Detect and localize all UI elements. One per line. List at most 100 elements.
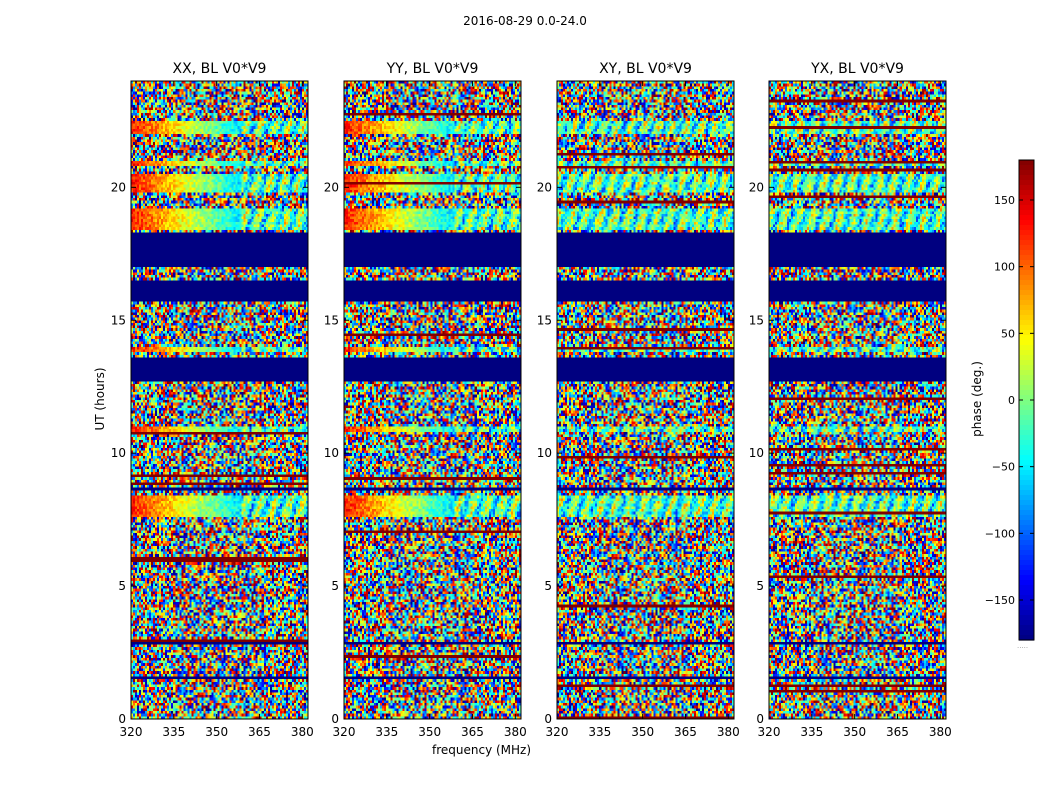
y-tick-label: 5: [118, 579, 126, 593]
colorbar-segment: [1019, 555, 1034, 561]
x-axis-label: frequency (MHz): [432, 743, 532, 757]
colorbar-segment: [1019, 510, 1034, 516]
colorbar-segment: [1019, 355, 1034, 361]
colorbar-segment: [1019, 470, 1034, 476]
colorbar-segment: [1019, 540, 1034, 546]
colorbar-segment: [1019, 225, 1034, 231]
colorbar-tick-label: 50: [1001, 327, 1015, 340]
colorbar-segment: [1019, 440, 1034, 446]
colorbar-segment: [1019, 435, 1034, 441]
y-tick-label: 10: [111, 446, 126, 460]
panel-title: YX, BL V0*V9: [810, 61, 904, 77]
colorbar-segment: [1019, 500, 1034, 506]
colorbar-segment: [1019, 370, 1034, 376]
colorbar-segment: [1019, 165, 1034, 171]
colorbar-segment: [1019, 325, 1034, 331]
colorbar-segment: [1019, 455, 1034, 461]
x-tick-label: 350: [205, 725, 228, 739]
panel-title: YY, BL V0*V9: [386, 61, 479, 77]
colorbar-segment: [1019, 525, 1034, 531]
x-tick-label: 335: [800, 725, 823, 739]
y-tick-label: 20: [324, 180, 339, 194]
y-tick-label: 10: [749, 446, 764, 460]
x-tick-label: 365: [461, 725, 484, 739]
colorbar-tick-label: 100: [994, 261, 1015, 274]
x-tick-label: 320: [758, 725, 781, 739]
colorbar-segment: [1019, 400, 1034, 406]
y-tick-label: 20: [537, 180, 552, 194]
colorbar-segment: [1019, 170, 1034, 176]
colorbar-segment: [1019, 530, 1034, 536]
colorbar-segment: [1019, 315, 1034, 321]
colorbar-segment: [1019, 205, 1034, 211]
colorbar-segment: [1019, 490, 1034, 496]
x-tick-label: 335: [588, 725, 611, 739]
colorbar-segment: [1019, 450, 1034, 456]
colorbar-segment: [1019, 200, 1034, 206]
colorbar-segment: [1019, 575, 1034, 581]
colorbar-segment: [1019, 190, 1034, 196]
panel-title: XY, BL V0*V9: [599, 61, 692, 77]
x-tick-label: 365: [248, 725, 271, 739]
panel-2: YY, BL V0*V9 320 335 350 365 380 0 5 10 15 20: [324, 61, 527, 739]
colorbar-segment: [1019, 295, 1034, 301]
y-tick-label: 15: [537, 313, 552, 327]
colorbar-segment: [1019, 460, 1034, 466]
colorbar-segment: [1019, 480, 1034, 486]
colorbar-segment: [1019, 615, 1034, 621]
colorbar-segment: [1019, 385, 1034, 391]
y-tick-label: 15: [324, 313, 339, 327]
colorbar-segment: [1019, 430, 1034, 436]
colorbar-segment: [1019, 600, 1034, 606]
x-tick-label: 380: [504, 725, 527, 739]
colorbar-segment: [1019, 310, 1034, 316]
colorbar-segment: [1019, 620, 1034, 626]
colorbar-segment: [1019, 465, 1034, 471]
colorbar-segment: [1019, 625, 1034, 631]
colorbar-segment: [1019, 535, 1034, 541]
colorbar-tick-label: 150: [994, 194, 1015, 207]
panel-frame: [768, 80, 947, 720]
colorbar-segment: [1019, 245, 1034, 251]
colorbar-segment: [1019, 415, 1034, 421]
y-tick-label: 0: [118, 712, 126, 726]
colorbar-segment: [1019, 185, 1034, 191]
colorbar-segment: [1019, 635, 1034, 641]
colorbar-segment: [1019, 275, 1034, 281]
panel-1: XX, BL V0*V9 320 335 350 365 380 0 5 10 15 20: [111, 61, 314, 739]
panel-frame: [130, 80, 309, 720]
colorbar-segment: [1019, 565, 1034, 571]
colorbar-segment: [1019, 380, 1034, 386]
colorbar-segment: [1019, 210, 1034, 216]
colorbar-segment: [1019, 175, 1034, 181]
colorbar-segment: [1019, 240, 1034, 246]
y-tick-label: 20: [111, 180, 126, 194]
colorbar: 150 100 50 0 −50 −100 −150.....: [985, 159, 1035, 650]
x-tick-label: 335: [375, 725, 398, 739]
colorbar-segment: [1019, 260, 1034, 266]
colorbar-segment: [1019, 605, 1034, 611]
colorbar-note: .....: [1017, 642, 1028, 650]
colorbar-segment: [1019, 390, 1034, 396]
colorbar-segment: [1019, 320, 1034, 326]
colorbar-segment: [1019, 590, 1034, 596]
y-tick-label: 20: [749, 180, 764, 194]
colorbar-segment: [1019, 560, 1034, 566]
y-axis-label: UT (hours): [93, 367, 107, 431]
y-tick-label: 0: [331, 712, 339, 726]
y-tick-label: 5: [544, 579, 552, 593]
y-tick-label: 0: [756, 712, 764, 726]
x-tick-label: 320: [546, 725, 569, 739]
panel-frame: [343, 80, 522, 720]
y-tick-label: 5: [331, 579, 339, 593]
x-tick-label: 380: [929, 725, 952, 739]
phase-heatmap: [557, 81, 734, 719]
colorbar-segment: [1019, 160, 1034, 166]
colorbar-segment: [1019, 420, 1034, 426]
panel-4: YX, BL V0*V9 320 335 350 365 380 0 5 10 15 20: [749, 61, 952, 739]
y-tick-label: 0: [544, 712, 552, 726]
x-tick-label: 380: [291, 725, 314, 739]
x-tick-label: 380: [717, 725, 740, 739]
